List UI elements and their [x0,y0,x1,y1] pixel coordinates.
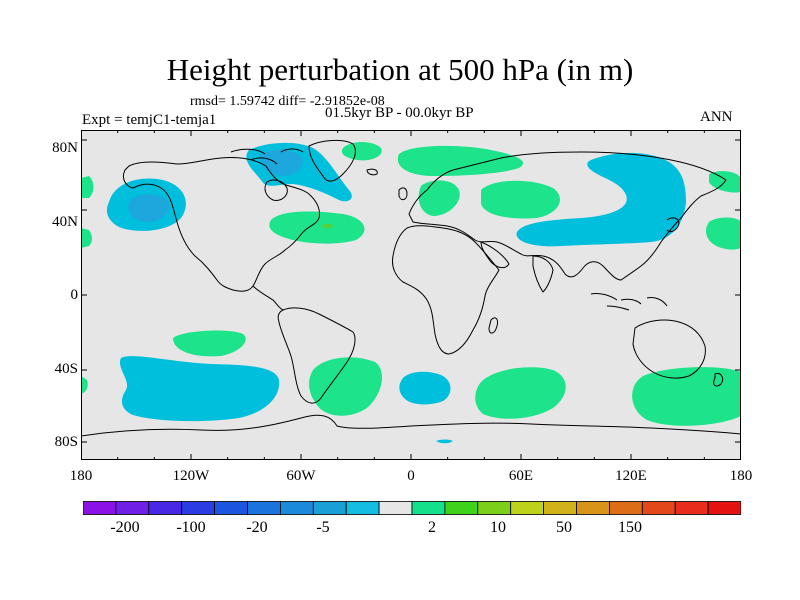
coast-new-zealand [713,373,724,387]
colorbar-label-7: 150 [618,519,642,536]
negative-anomaly-regions [106,142,686,444]
lat-label-40s: 40S [54,361,78,377]
colorbar-label-3: -5 [316,519,330,536]
plot-title: Height perturbation at 500 hPa (in m) [166,52,634,87]
central-asia-high [481,180,560,219]
arctic-high [397,145,524,176]
colorbar-cell [444,501,479,515]
coast-arctic-islands [230,148,304,165]
north-atlantic-high [341,142,382,161]
colorbar-cell [279,501,314,515]
coast-south-america [277,307,356,404]
colorbar-cell [345,501,380,515]
positive-anomaly-regions [81,142,741,426]
negative-anomaly-cores [128,149,304,223]
colorbar [83,501,741,515]
coast-north-america [122,157,320,292]
south-indian-high [475,367,566,419]
colorbar-cell [477,501,512,515]
colorbar-cell [707,501,741,515]
lon-label-180e: 180 [729,468,753,484]
stats-line: rmsd= 1.59742 diff= -2.91852e-08 [190,94,385,109]
colorbar-cell [609,501,643,515]
south-atlantic-high [309,357,382,416]
lon-label-60w: 60W [286,468,316,484]
colorbar-label-2: -20 [246,519,268,536]
colorbar-label-0: -200 [110,519,140,536]
period-label: 01.5kyr BP - 00.0kyr BP [325,105,474,121]
colorbar-cell [83,501,117,515]
coast-antarctica [81,414,741,437]
lon-label-180w: 180 [69,468,93,484]
us-atlantic-high-core [321,223,333,229]
lon-label-120e: 120E [615,468,647,484]
lon-label-60e: 60E [508,468,534,484]
coast-india [532,255,554,293]
experiment-label: Expt = temjC1-temja1 [82,112,217,128]
season-label: ANN [700,109,733,125]
colorbar-cell [312,501,347,515]
dateline-high-left [81,228,92,248]
colorbar-cell [115,501,150,515]
coast-british-isles [398,187,408,201]
colorbar-cell [247,501,281,515]
lat-label-0: 0 [70,287,79,303]
coast-hudson-bay [264,179,288,201]
south-high-left-edge [81,376,88,394]
coast-madagascar [488,317,498,334]
map-ticks [81,130,741,460]
colorbar-cell [411,501,446,515]
coast-africa [392,225,500,355]
coast-central-america [252,285,284,311]
colorbar-cell [378,501,413,515]
lon-label-0: 0 [407,468,415,484]
lat-label-80n: 80N [52,140,78,156]
lat-label-40n: 40N [52,214,78,230]
south-pacific-high [173,330,246,357]
coast-indonesia [590,293,668,311]
coast-greenland [308,139,356,182]
colorbar-cell [543,501,577,515]
coast-iceland [366,168,378,176]
us-atlantic-high [269,211,365,244]
north-pacific-low-core [128,194,170,223]
east-pacific-high-left [81,176,94,198]
positive-anomaly-cores [321,223,333,229]
world-map [81,130,741,460]
south-pacific-low [119,356,280,422]
antarctic-small-low [436,439,453,444]
south-atlantic-low [399,371,451,405]
colorbar-label-4: 2 [428,519,436,536]
colorbar-cell [674,501,709,515]
colorbar-cell [148,501,183,515]
colorbar-cell [214,501,248,515]
colorbar-label-1: -100 [176,519,206,536]
coast-arabia [480,241,510,269]
coast-australia [632,319,706,379]
northwest-pacific-high [706,217,741,250]
asia-pacific-low [516,152,686,247]
lon-label-120w: 120W [172,468,210,484]
lat-label-80s: 80S [54,434,78,450]
colorbar-cell [641,501,676,515]
world-coastlines-icon [81,139,741,437]
europe-high [418,180,460,216]
south-australia-high [632,367,741,426]
colorbar-cell [576,501,610,515]
colorbar-label-6: 50 [556,519,572,536]
coast-japan [666,217,680,233]
colorbar-cell [181,501,215,515]
colorbar-label-5: 10 [490,519,506,536]
coast-eurasia [408,151,727,281]
colorbar-cell [510,501,545,515]
canada-low-core [259,149,304,176]
